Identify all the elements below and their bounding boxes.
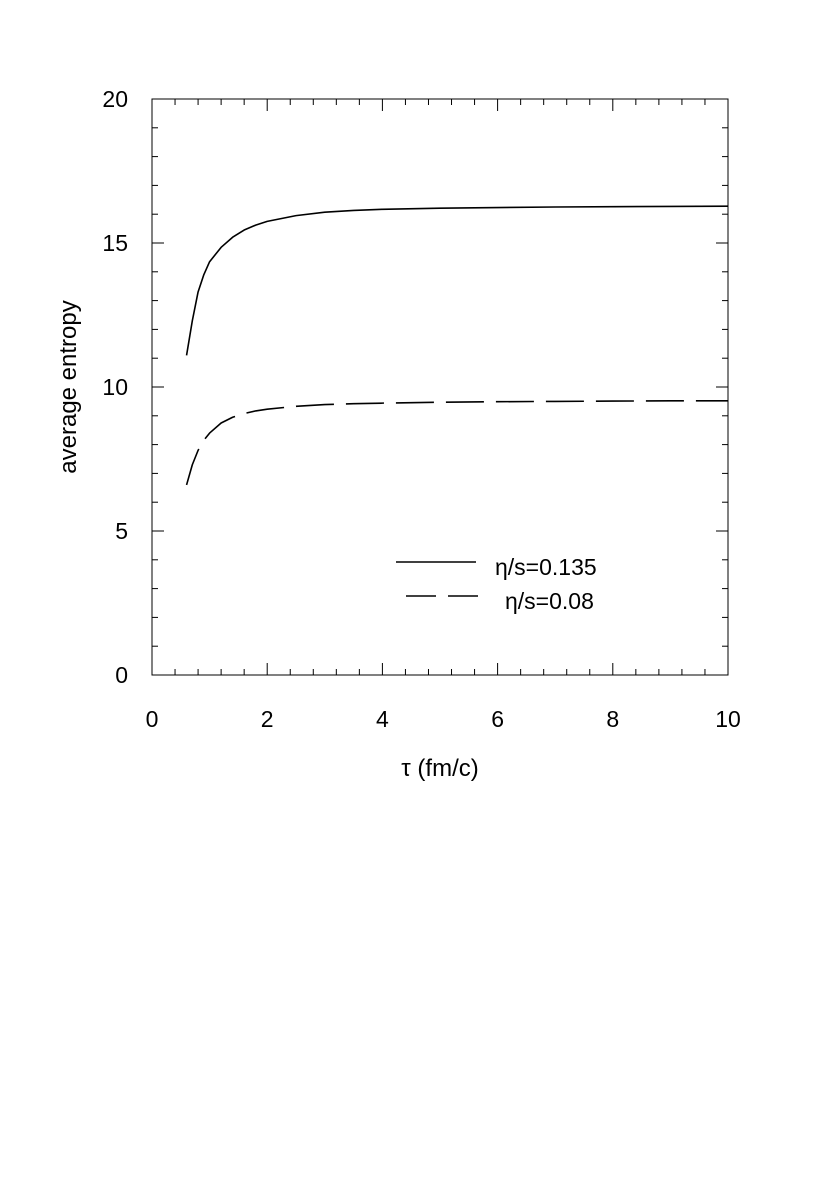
y-tick-label: 0 xyxy=(115,662,128,688)
y-tick-label: 15 xyxy=(102,230,128,256)
x-tick-label: 2 xyxy=(261,706,274,732)
plot-frame xyxy=(151,98,729,676)
x-axis-label: τ (fm/c) xyxy=(401,755,478,782)
axis-ticks xyxy=(151,98,729,676)
x-tick-label: 0 xyxy=(146,706,159,732)
series-line-0 xyxy=(185,205,729,356)
y-axis-label: average entropy xyxy=(55,300,82,473)
x-tick-label: 10 xyxy=(715,706,741,732)
x-tick-label: 4 xyxy=(376,706,389,732)
tick-labels: 0 2 4 6 8 10 0 5 10 15 20 xyxy=(102,86,740,732)
legend: η/s=0.135 η/s=0.08 xyxy=(396,554,597,614)
y-tick-label: 20 xyxy=(102,86,128,112)
y-tick-label: 10 xyxy=(102,374,128,400)
x-tick-label: 6 xyxy=(491,706,504,732)
legend-label-eta-0135: η/s=0.135 xyxy=(495,554,597,580)
series-line-1 xyxy=(185,400,728,486)
y-tick-label: 5 xyxy=(115,518,128,544)
legend-label-eta-008: η/s=0.08 xyxy=(505,588,594,614)
series-group xyxy=(185,205,729,486)
x-tick-label: 8 xyxy=(606,706,619,732)
